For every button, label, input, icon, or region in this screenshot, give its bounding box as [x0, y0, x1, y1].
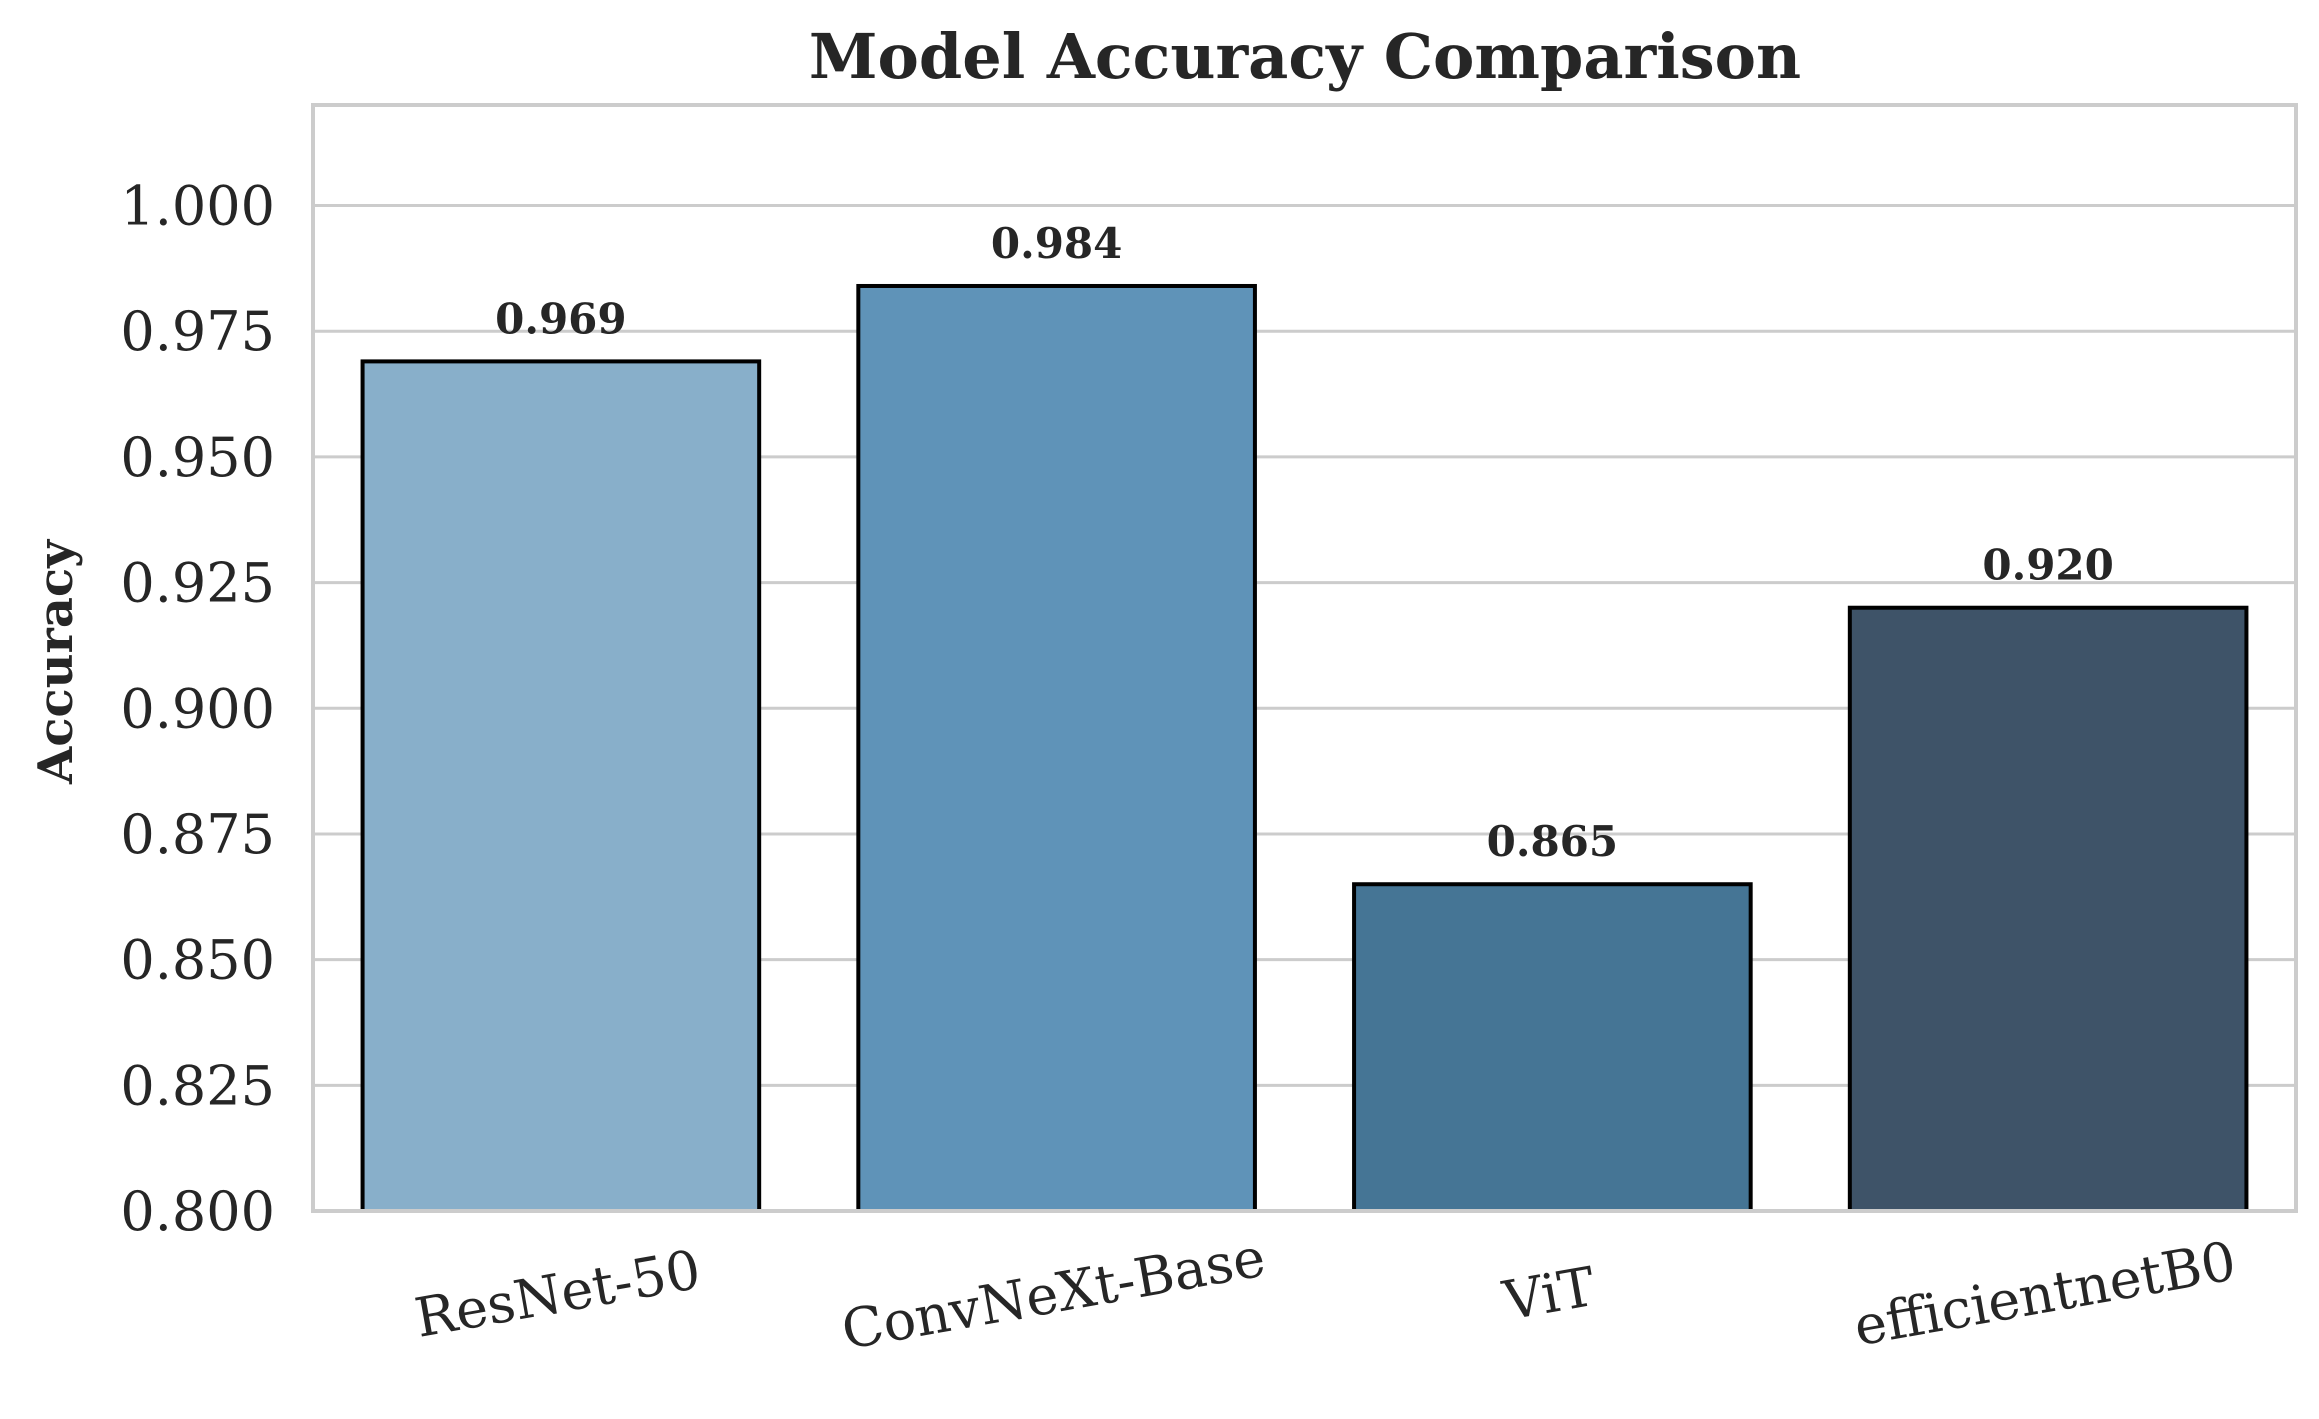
y-tick-label: 0.900: [120, 677, 275, 740]
y-tick-label: 0.825: [120, 1054, 275, 1117]
y-tick-label: 0.950: [120, 426, 275, 489]
bar-value-label: 0.969: [495, 294, 627, 343]
plot-frame: [311, 103, 2298, 1213]
bars: [360, 283, 2249, 1214]
bar: [1352, 882, 1753, 1214]
x-axis-ticks: ResNet-50 ConvNeXt-Base ViT efficientnetB0: [410, 1226, 2240, 1362]
bar: [1847, 605, 2249, 1213]
bar-value-labels: 0.969 0.984 0.865 0.920: [495, 219, 2114, 866]
y-tick-label: 1.000: [120, 175, 275, 238]
x-tick-label: efficientnetB0: [1849, 1229, 2240, 1358]
y-tick-label: 0.925: [120, 552, 275, 615]
y-tick-label: 0.850: [120, 929, 275, 992]
bar-value-label: 0.920: [1982, 541, 2114, 590]
y-tick-label: 0.975: [120, 300, 275, 363]
chart-title: Model Accuracy Comparison: [809, 20, 1801, 93]
y-tick-label: 0.800: [120, 1180, 275, 1243]
y-axis-ticks: 0.800 0.825 0.850 0.875 0.900 0.925 0.950 0.975…: [120, 175, 275, 1243]
x-tick-label: ResNet-50: [410, 1238, 705, 1350]
x-tick-label: ConvNeXt-Base: [837, 1226, 1270, 1362]
x-tick-label: ViT: [1498, 1255, 1600, 1333]
bar-value-label: 0.865: [1487, 817, 1619, 866]
bar-value-label: 0.984: [991, 219, 1123, 268]
bar: [360, 359, 762, 1213]
y-tick-label: 0.875: [120, 803, 275, 866]
y-axis-label: Accuracy: [28, 538, 84, 785]
bar: [856, 283, 1257, 1213]
